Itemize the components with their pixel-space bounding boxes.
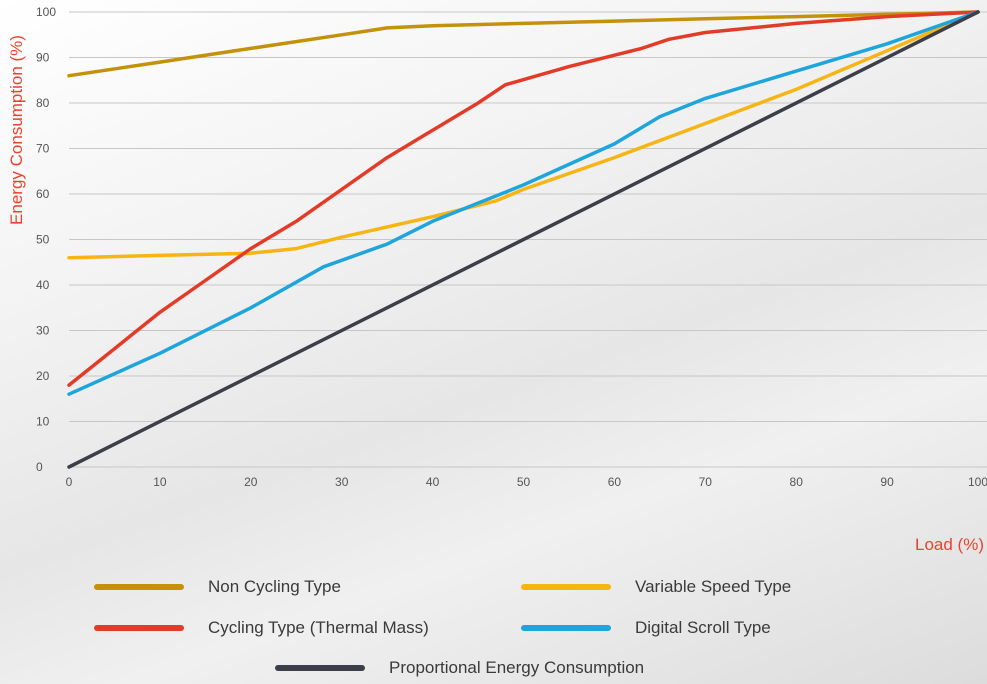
grid-lines — [69, 11, 987, 468]
x-tick-labels: 0 10 20 30 40 50 60 70 80 90 100 — [66, 475, 987, 489]
legend-swatch — [521, 625, 611, 631]
legend: Non Cycling Type Variable Speed Type Cycli… — [0, 560, 987, 684]
legend-swatch — [94, 584, 184, 590]
y-tick-label: 0 — [36, 460, 43, 474]
legend-item: Digital Scroll Type — [521, 613, 771, 643]
x-tick-label: 50 — [517, 475, 531, 489]
legend-swatch — [275, 665, 365, 671]
x-tick-label: 10 — [153, 475, 167, 489]
line-chart: 0 10 20 30 40 50 60 70 80 90 100 0 10 20 30 40 50 60 70 80… — [7, 5, 987, 554]
series-line — [67, 10, 980, 469]
y-tick-label: 50 — [36, 233, 50, 247]
x-tick-label: 90 — [880, 475, 894, 489]
series-line — [67, 10, 980, 78]
x-tick-label: 40 — [426, 475, 440, 489]
y-axis-title: Energy Consumption (%) — [7, 35, 26, 225]
x-tick-label: 30 — [335, 475, 349, 489]
x-tick-label: 0 — [66, 475, 73, 489]
y-tick-label: 80 — [36, 96, 50, 110]
y-tick-label: 70 — [36, 142, 50, 156]
x-tick-label: 80 — [790, 475, 804, 489]
x-tick-label: 60 — [608, 475, 622, 489]
x-axis-title: Load (%) — [915, 535, 984, 554]
x-tick-label: 100 — [968, 475, 987, 489]
legend-item: Variable Speed Type — [521, 572, 791, 602]
y-tick-label: 30 — [36, 324, 50, 338]
legend-label: Proportional Energy Consumption — [389, 658, 645, 677]
legend-item: Proportional Energy Consumption — [275, 653, 644, 683]
x-tick-label: 70 — [699, 475, 713, 489]
legend-swatch — [94, 625, 184, 631]
legend-label: Digital Scroll Type — [635, 618, 771, 637]
y-tick-label: 100 — [36, 5, 56, 19]
y-tick-label: 20 — [36, 369, 50, 383]
legend-label: Non Cycling Type — [208, 577, 341, 596]
y-tick-label: 90 — [36, 51, 50, 65]
legend-item: Cycling Type (Thermal Mass) — [94, 613, 429, 643]
y-tick-label: 60 — [36, 187, 50, 201]
y-tick-label: 10 — [36, 415, 50, 429]
series-line — [67, 10, 980, 387]
series-line — [67, 10, 980, 396]
legend-item: Non Cycling Type — [94, 572, 341, 602]
legend-label: Variable Speed Type — [635, 577, 792, 596]
legend-swatch — [521, 584, 611, 590]
y-tick-labels: 0 10 20 30 40 50 60 70 80 90 100 — [36, 5, 56, 474]
x-tick-label: 20 — [244, 475, 258, 489]
series-line — [67, 10, 980, 260]
y-tick-label: 40 — [36, 278, 50, 292]
series-lines — [67, 10, 980, 469]
legend-label: Cycling Type (Thermal Mass) — [208, 618, 429, 637]
